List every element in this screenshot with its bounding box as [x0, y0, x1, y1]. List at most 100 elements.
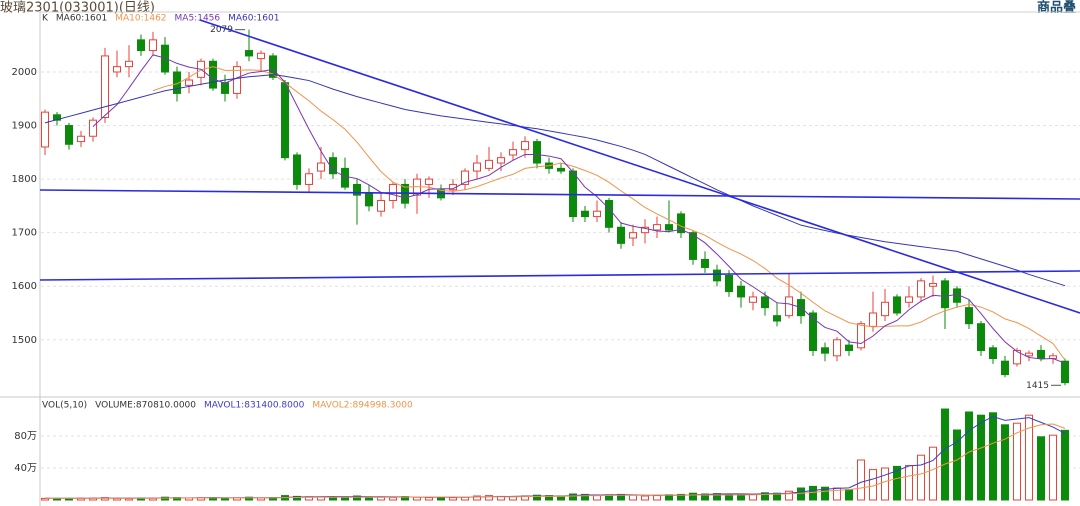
low-annotation: 1415	[1026, 381, 1049, 391]
y-tick-label: 2000	[12, 67, 37, 78]
candle-body	[809, 312, 817, 351]
volume-bar	[929, 446, 937, 501]
volume-bar	[785, 490, 793, 501]
candle-body	[365, 191, 373, 207]
ma-line	[152, 66, 1066, 361]
legend-label: K	[42, 14, 49, 24]
legend-label: VOLUME:870810.0000	[95, 401, 196, 411]
candle-body	[857, 323, 865, 349]
candle-body	[317, 162, 325, 172]
volume-bar	[989, 412, 997, 501]
volume-bar	[1001, 424, 1009, 501]
candle-body	[761, 296, 769, 309]
candle-body	[749, 296, 757, 303]
volume-bar	[821, 486, 829, 501]
candle-body	[773, 315, 781, 322]
volume-bar	[53, 498, 61, 501]
legend-entry: MAVOL1:831400.8000	[204, 401, 305, 411]
volume-bar	[449, 497, 457, 501]
ma-line	[45, 423, 1066, 499]
candle-body	[113, 66, 121, 73]
volume-bar	[917, 454, 925, 501]
candle-body	[929, 283, 937, 287]
candle-body	[77, 135, 85, 143]
volume-bar	[761, 492, 769, 501]
candle-body	[137, 39, 145, 52]
candle-body	[701, 258, 709, 268]
candle-body	[125, 60, 133, 68]
volume-bar	[689, 492, 697, 501]
candle-body	[173, 71, 181, 94]
candle-body	[497, 157, 505, 164]
volume-bar	[965, 411, 973, 501]
candle-body	[977, 323, 985, 351]
candle-body	[965, 307, 973, 325]
volume-bar	[485, 495, 493, 501]
candle-body	[737, 285, 745, 298]
candle-body	[185, 79, 193, 86]
legend-entry: MA5:1456	[175, 14, 221, 24]
volume-bar	[221, 497, 229, 501]
volume-bar	[533, 494, 541, 501]
volume-bar	[425, 497, 433, 501]
y-tick-label: 40万	[14, 463, 37, 474]
volume-bar	[101, 497, 109, 501]
legend-entry: MA10:1462	[115, 14, 166, 24]
volume-bar	[593, 495, 601, 501]
candle-body	[149, 39, 157, 52]
candle-body	[833, 339, 841, 357]
candle-body	[293, 154, 301, 185]
candle-body	[305, 173, 313, 185]
volume-bar	[845, 489, 853, 501]
legend-label: MA60:1601	[56, 14, 107, 24]
candle-body	[905, 296, 913, 303]
candle-body	[521, 141, 529, 151]
volume-bar	[881, 467, 889, 501]
volume-bar	[581, 493, 589, 501]
candle-body	[65, 125, 73, 145]
y-tick-label: 1900	[12, 121, 37, 132]
legend-label: VOL(5,10)	[42, 401, 87, 411]
candle-body	[233, 66, 241, 94]
candle-body	[917, 280, 925, 298]
volume-bar	[893, 465, 901, 501]
trend-line	[39, 189, 1080, 200]
candle-body	[281, 82, 289, 159]
y-tick-label: 1700	[12, 228, 37, 239]
y-tick-label: 1600	[12, 281, 37, 292]
candle-body	[461, 170, 469, 185]
candle-body	[605, 200, 613, 228]
trend-line	[39, 270, 1080, 281]
volume-bar	[641, 495, 649, 501]
candle-body	[1001, 360, 1009, 376]
overlay-button[interactable]: 商品叠	[1037, 0, 1076, 16]
candle-body	[845, 344, 853, 351]
candle-body	[53, 114, 61, 121]
y-tick-label: 1800	[12, 174, 37, 185]
legend-entry: MAVOL2:894998.3000	[312, 401, 413, 411]
volume-bar	[1049, 434, 1057, 501]
candle-body	[785, 296, 793, 317]
candle-body	[641, 226, 649, 234]
candle-body	[221, 82, 229, 94]
volume-bar	[977, 414, 985, 501]
high-annotation: 2079	[210, 25, 233, 35]
candle-body	[473, 162, 481, 172]
candle-body	[881, 301, 889, 317]
candle-body	[533, 141, 541, 164]
volume-bar	[1013, 422, 1021, 501]
volume-bar	[1061, 429, 1069, 501]
candle-body	[653, 224, 661, 231]
candle-body	[581, 210, 589, 218]
volume-bar	[797, 487, 805, 501]
candle-body	[257, 52, 265, 60]
candle-body	[485, 159, 493, 169]
volume-bar	[941, 408, 949, 501]
candle-body	[941, 280, 949, 309]
candle-body	[89, 119, 97, 137]
candle-body	[1025, 352, 1033, 357]
volume-bar	[629, 494, 637, 501]
candle-body	[989, 347, 997, 360]
candle-body	[593, 210, 601, 218]
candle-body	[689, 232, 697, 260]
